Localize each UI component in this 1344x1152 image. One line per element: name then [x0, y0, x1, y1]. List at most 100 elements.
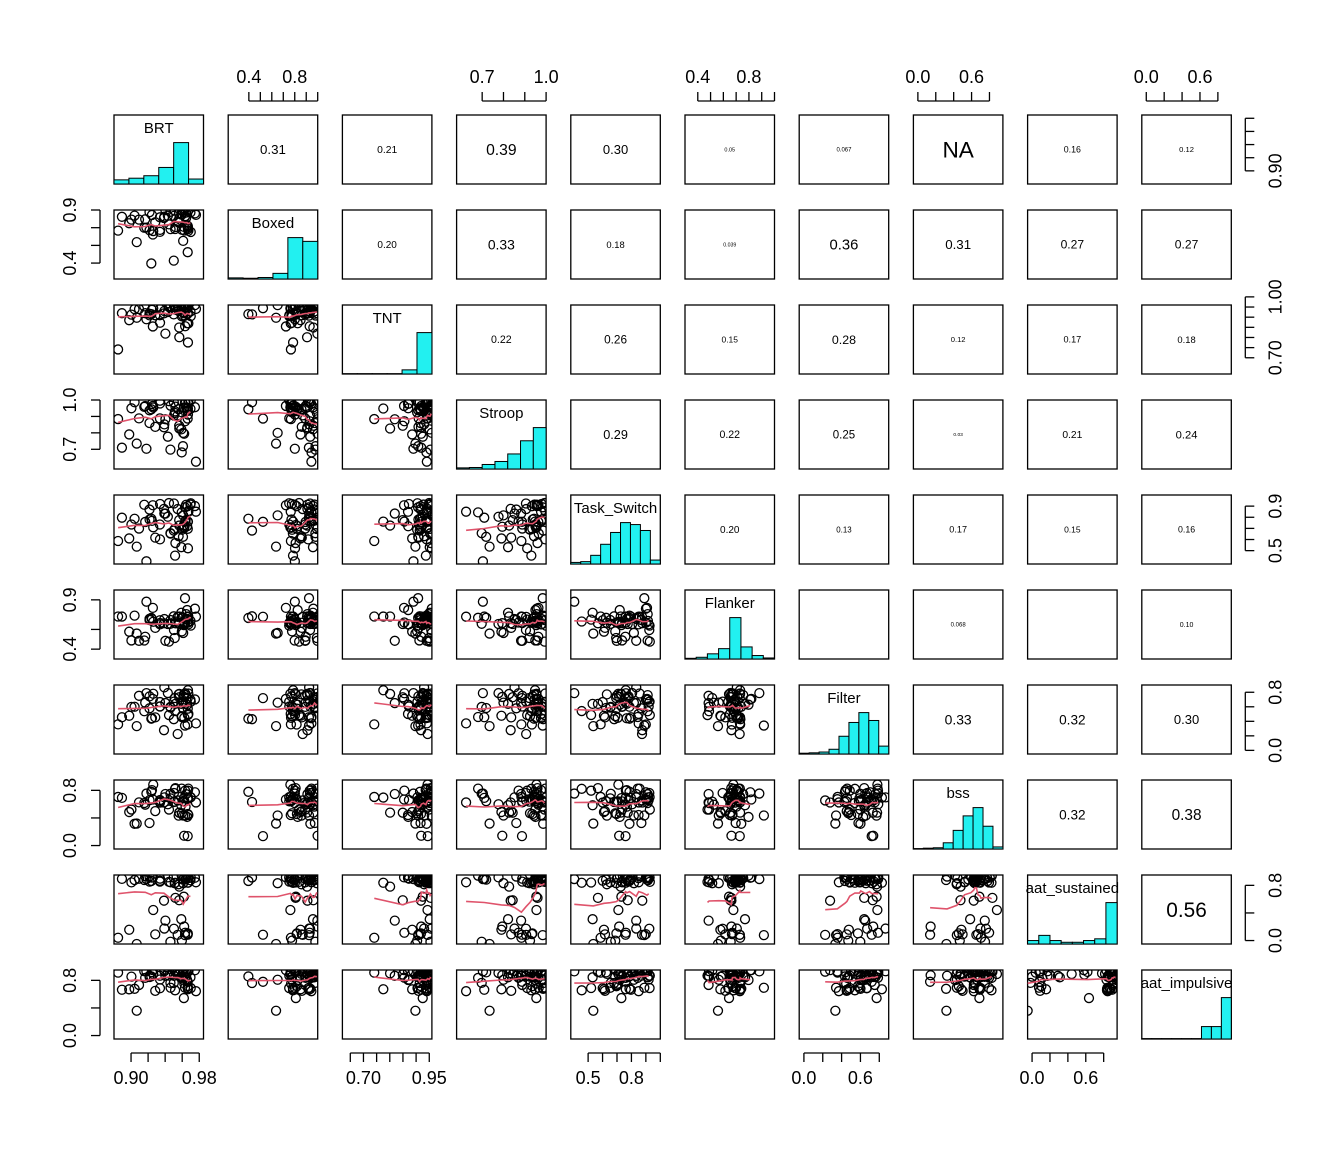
scatter-point: [300, 523, 311, 534]
scatter-point: [310, 528, 318, 539]
scatter-point: [754, 875, 765, 885]
scatter-point: [588, 628, 599, 639]
correlation-value: 0.31: [945, 237, 971, 252]
scatter-point: [169, 407, 180, 419]
scatter-point: [493, 511, 504, 522]
scatter-layer: [820, 875, 889, 944]
smoother-line: [118, 311, 191, 318]
panel-aat-impulsive-bss: [912, 969, 1004, 1040]
scatter-point: [620, 611, 631, 622]
scatter-point: [605, 618, 616, 629]
tick-label: 0.8: [736, 67, 761, 87]
scatter-point: [399, 785, 410, 796]
scatter-point: [150, 985, 161, 996]
scatter-point: [613, 904, 624, 916]
scatter-point: [303, 930, 315, 941]
correlation-value: 0.36: [830, 238, 859, 254]
x-axis-filter: 0.0 0.6: [791, 1052, 880, 1088]
tick-label: 0.4: [60, 251, 80, 276]
scatter-point: [642, 689, 653, 701]
scatter-point: [424, 632, 432, 644]
scatter-point: [425, 401, 432, 412]
scatter-point: [980, 923, 992, 934]
scatter-point: [422, 780, 432, 790]
scatter-point: [725, 936, 736, 944]
scatter-point: [246, 714, 258, 725]
scatter-point: [620, 929, 631, 940]
panel-stroop-aat-impulsive: [1141, 399, 1232, 470]
scatter-point: [570, 687, 580, 699]
scatter-point: [114, 932, 124, 943]
scatter-point: [290, 782, 301, 794]
scatter-point: [598, 710, 610, 721]
panel-boxed-stroop: [455, 209, 547, 280]
scatter-point: [176, 305, 187, 315]
scatter-point: [311, 970, 318, 976]
scatter-point: [824, 895, 836, 906]
smoother-line: [930, 886, 993, 910]
scatter-point: [538, 525, 547, 536]
scatter-point: [1042, 970, 1053, 977]
scatter-layer: [243, 780, 318, 842]
scatter-point: [516, 719, 527, 730]
tick-label: 0.8: [60, 778, 80, 803]
panel-stroop-aat-sustained: [1026, 399, 1118, 470]
scatter-point: [425, 537, 432, 549]
scatter-point: [642, 635, 653, 646]
scatter-point: [300, 804, 311, 815]
scatter-point: [170, 698, 181, 710]
scatter-point: [169, 632, 180, 644]
scatter-point: [407, 710, 418, 721]
scatter-point: [398, 875, 410, 883]
histogram-bar: [952, 829, 964, 850]
scatter-point: [493, 970, 504, 979]
histogram-bar: [481, 463, 496, 470]
scatter-point: [868, 921, 879, 932]
scatter-point: [636, 875, 647, 882]
scatter-point: [309, 504, 318, 515]
scatter-point: [1109, 970, 1118, 981]
scatter-point: [306, 783, 317, 794]
scatter-point: [502, 914, 514, 925]
scatter-point: [414, 403, 425, 414]
scatter-point: [620, 792, 631, 803]
tick-label: 0.0: [1265, 738, 1285, 763]
scatter-point: [243, 309, 254, 320]
panel-flanker-aat-impulsive: [1141, 589, 1232, 660]
scatter-point: [158, 725, 170, 736]
scatter-point: [576, 877, 587, 888]
scatter-point: [421, 718, 432, 729]
scatter-point: [170, 782, 181, 794]
scatter-point: [503, 688, 515, 700]
correlation-value: 0.24: [1176, 429, 1198, 441]
scatter-point: [532, 970, 543, 978]
panel-frame: [798, 969, 890, 1040]
scatter-point: [632, 711, 643, 723]
scatter-point: [300, 516, 311, 528]
panel-frame: [684, 494, 776, 565]
panel-stroop-boxed: [227, 399, 319, 470]
histogram-bar: [1038, 934, 1051, 945]
correlation-value: 0.039: [723, 242, 736, 248]
scatter-point: [295, 429, 306, 440]
scatter-point: [1030, 970, 1041, 978]
scatter-point: [389, 414, 400, 425]
scatter-point: [160, 328, 171, 339]
panel-filter-boxed: [227, 684, 319, 755]
scatter-point: [165, 444, 176, 455]
y-axis-tnt: 0.70 1.00: [1244, 279, 1285, 375]
scatter-point: [384, 881, 396, 892]
scatter-point: [941, 970, 953, 981]
panel-frame: [798, 114, 890, 185]
scatter-point: [148, 688, 159, 699]
scatter-point: [631, 685, 642, 693]
scatter-point: [307, 542, 318, 553]
scatter-point: [625, 792, 637, 803]
scatter-point: [286, 514, 297, 525]
scatter-point: [746, 970, 757, 976]
panel-frame: [1026, 779, 1118, 850]
histogram-bar: [128, 177, 145, 185]
smoother-line: [248, 975, 318, 982]
scatter-layer: [702, 780, 770, 842]
scatter-point: [287, 550, 299, 561]
